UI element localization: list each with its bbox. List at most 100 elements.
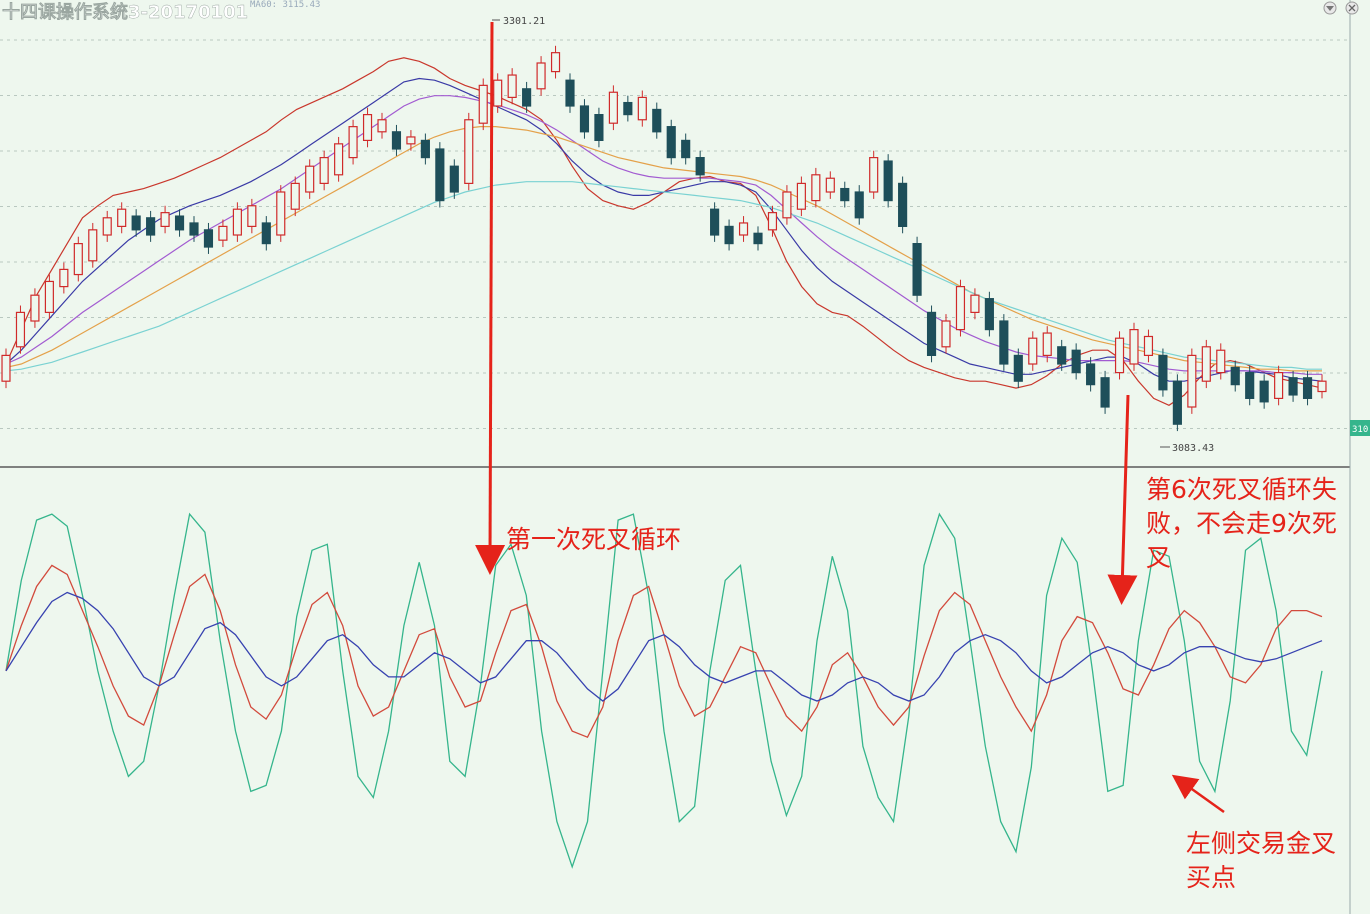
candle [406,130,416,151]
candle [550,45,561,79]
candle [102,210,112,242]
window-button-menu[interactable] [1323,1,1337,15]
candle-body [869,157,879,193]
candle-body [1245,372,1255,400]
ma-legend: MA60: 3115.43 [250,0,320,10]
candle-body [1086,363,1096,386]
candle-body [218,225,228,241]
current-price-tag [1350,420,1370,436]
candle-body [232,208,242,236]
candle-body [536,62,546,90]
candle-body [464,119,474,185]
candle [1245,365,1255,406]
annotation-sixth-death-cross-2: 败，不会走9次死 [1146,509,1337,538]
candle-body [738,222,749,236]
candle [1187,348,1197,414]
candle [1042,326,1052,363]
candle [174,209,185,237]
candle [73,236,83,282]
candle-body [348,126,358,159]
candle [724,219,734,251]
candle-body [811,174,821,202]
candle [666,119,676,165]
candle [507,68,517,105]
candle [391,124,402,156]
candle-body [710,208,720,236]
candle [1129,322,1139,371]
candle-body [319,157,329,185]
candle-body [724,225,734,245]
candle [652,102,662,139]
candle [1216,343,1226,380]
candle-body [1158,354,1168,391]
candle [44,274,54,320]
candle [377,112,387,139]
candle-body [15,311,26,348]
candle-body [550,52,561,73]
candle-body [1114,337,1125,374]
annotation-left-golden-cross-2: 买点 [1186,863,1236,892]
candle [796,176,806,217]
candle [710,202,720,242]
candle-body [160,212,170,227]
candle [1274,365,1284,406]
kdj-lines [5,512,1323,869]
candle-body [912,243,922,296]
candle [1028,331,1038,371]
close-icon [1348,4,1356,12]
candle-body [1274,372,1284,400]
candle [536,56,546,96]
candle-body [1201,346,1211,382]
moving-average-lines [5,57,1323,406]
candle [117,202,127,234]
candle-body [1172,380,1182,425]
price-gridlines [0,39,1350,429]
candle [522,81,532,113]
candle [1114,331,1125,380]
candle [276,185,286,242]
candle-body [131,215,141,231]
candle-body [608,91,618,124]
candle-body [681,139,691,159]
candle [189,216,199,242]
annotation-sixth-death-cross-3: 叉 [1146,543,1171,572]
window-button-close[interactable] [1345,1,1359,15]
candle-body [420,139,430,159]
candle-body [840,187,850,202]
chart-title: 十四课操作系统3-20170101 [2,1,248,23]
candle [926,305,937,363]
candle [1013,348,1023,389]
candle [883,154,893,208]
candle [1302,370,1313,406]
high-price-label: 3301.21 [503,16,545,27]
candle-body [522,88,532,107]
candle-body [1042,332,1052,357]
candle [261,216,271,251]
candle-body [88,229,98,262]
candle [1317,374,1327,399]
candle [420,133,430,165]
candle-body [362,113,373,141]
annotation-first-death-cross: 第一次死叉循环 [506,525,681,554]
candle [362,107,373,148]
candle [232,202,242,242]
candle-body [478,84,488,124]
annotation-left-golden-cross-1: 左侧交易金叉 [1186,829,1336,858]
candle [1057,339,1067,371]
candle [623,95,633,122]
candle-body [637,96,647,121]
candle [984,291,994,337]
candle [898,176,908,234]
candle [767,205,778,237]
candle-body [1187,354,1197,408]
candle [203,222,214,254]
candle-body [247,205,257,227]
candle-body [1317,380,1327,393]
candle [681,133,691,165]
candle-body [73,243,83,276]
candlestick-series [1,45,1327,432]
candle [146,210,156,242]
candle [1086,357,1096,392]
candle-body [1216,349,1226,374]
